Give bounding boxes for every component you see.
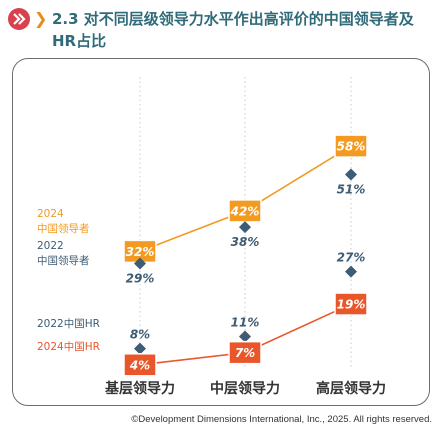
- copyright-footer: ©Development Dimensions International, I…: [131, 414, 432, 425]
- data-label: 38%: [231, 235, 260, 249]
- data-label: 29%: [126, 272, 155, 286]
- line-chart: 基层领导力 中层领导力 高层领导力 32% 42% 58% 29% 38% 51% 8% 11% 27…: [37, 77, 386, 397]
- data-label: 19%: [337, 298, 366, 312]
- legend-label: 中国领导者: [37, 254, 90, 267]
- legend-label: 2024中国HR: [37, 340, 100, 353]
- legend-label: 2022: [37, 240, 64, 252]
- x-tick-label: 中层领导力: [210, 380, 280, 397]
- data-point-diamond: [345, 168, 357, 181]
- data-label: 32%: [126, 245, 155, 259]
- data-label: 58%: [337, 140, 366, 154]
- data-label: 42%: [230, 204, 260, 218]
- data-label: 4%: [129, 358, 150, 372]
- data-point-diamond: [134, 342, 146, 355]
- data-label: 11%: [231, 315, 260, 329]
- x-tick-label: 高层领导力: [316, 380, 386, 397]
- legend-label: 中国领导者: [37, 222, 90, 235]
- data-label: 7%: [235, 346, 255, 360]
- data-point-diamond: [239, 330, 251, 343]
- data-point-diamond: [239, 221, 251, 234]
- x-tick-label: 基层领导力: [105, 380, 175, 397]
- data-point-box: [334, 134, 368, 158]
- data-point-diamond: [134, 257, 146, 270]
- data-label: 51%: [337, 182, 366, 196]
- legend-label: 2024: [37, 208, 64, 220]
- chevron-right-icon: ❯: [34, 9, 48, 28]
- header: ❯ 2.3 对不同层级领导力水平作出高评价的中国领导者及HR占比: [8, 8, 436, 56]
- data-point-box: [334, 292, 368, 316]
- page-title: 2.3 对不同层级领导力水平作出高评价的中国领导者及HR占比: [52, 10, 414, 50]
- legend-label: 2022中国HR: [37, 317, 100, 330]
- ddi-logo-icon: [8, 8, 30, 30]
- data-label: 8%: [130, 328, 150, 342]
- data-point-box: [123, 353, 157, 377]
- chart-card: 基层领导力 中层领导力 高层领导力 32% 42% 58% 29% 38% 51% 8% 11% 27…: [12, 58, 430, 406]
- data-point-box: [228, 340, 262, 365]
- data-label: 27%: [337, 251, 366, 265]
- data-point-diamond: [345, 265, 357, 278]
